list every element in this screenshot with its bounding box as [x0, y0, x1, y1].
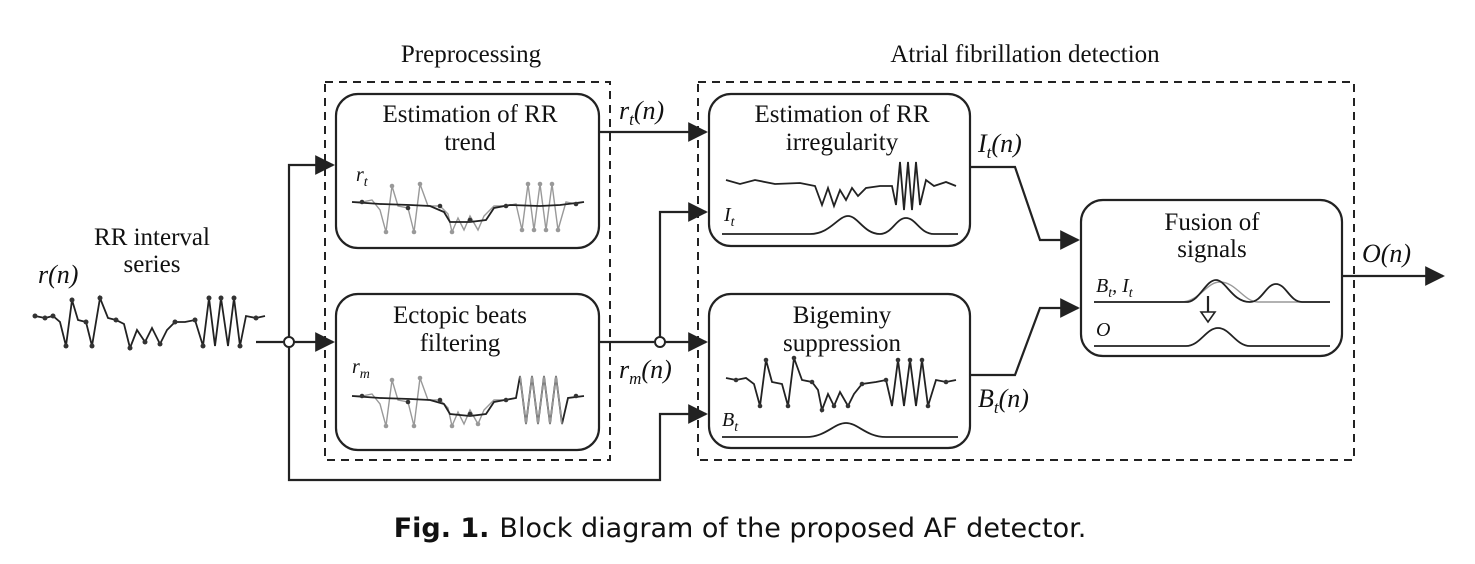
- block-irregularity-title-line2: irregularity: [786, 129, 899, 156]
- signal-rm-label: rm(n): [619, 355, 672, 388]
- block-bigeminy: Bigeminy suppression Bt: [707, 292, 972, 450]
- signal-output-label: O(n): [1362, 239, 1411, 268]
- figure-caption: Fig. 1. Block diagram of the proposed AF …: [394, 513, 1087, 544]
- bigeminy-plot-label: Bt: [722, 409, 739, 435]
- rm-wires: [599, 202, 708, 352]
- block-fusion: Fusion of signals Bt, It O: [1079, 198, 1344, 358]
- preprocessing-frame: [324, 81, 611, 461]
- signal-it-label: It(n): [977, 129, 1022, 162]
- input-label-line2: series: [124, 251, 181, 278]
- af-detection-frame: [697, 81, 1355, 461]
- block-bigeminy-title-line1: Bigeminy: [793, 302, 892, 329]
- caption-label: Fig. 1.: [394, 513, 490, 544]
- caption-text: Block diagram of the proposed AF detecto…: [499, 513, 1086, 544]
- signal-bt-label: Bt(n): [978, 384, 1029, 417]
- fusion-plot-label-o: O: [1096, 319, 1110, 341]
- signal-rt-label: rt(n): [619, 96, 664, 129]
- input-symbol: r(n): [38, 260, 78, 289]
- bt-wire: [970, 298, 1080, 377]
- rr-trend-plot-label: rt: [356, 164, 369, 190]
- fusion-plot-label-bt-it: Bt, It: [1096, 275, 1134, 301]
- down-arrow-icon: [1199, 311, 1217, 324]
- input-split-node: [283, 336, 295, 348]
- group-title-preprocessing: Preprocessing: [401, 41, 542, 68]
- irregularity-plot-label: It: [723, 204, 736, 230]
- block-rr-irregularity: Estimation of RR irregularity It: [707, 92, 972, 248]
- input-wires: [256, 155, 708, 482]
- rm-split-node: [654, 336, 666, 348]
- block-ectopic-title-line2: filtering: [420, 330, 501, 357]
- block-fusion-title-line1: Fusion of: [1164, 209, 1260, 236]
- input-label-line1: RR interval: [94, 224, 210, 251]
- group-title-af-detection: Atrial fibrillation detection: [890, 41, 1160, 68]
- block-rr-trend-title-line1: Estimation of RR: [383, 101, 558, 128]
- block-fusion-title-line2: signals: [1177, 236, 1246, 263]
- block-rr-trend-title-line2: trend: [444, 129, 496, 156]
- it-wire: [970, 165, 1080, 250]
- block-irregularity-title-line1: Estimation of RR: [755, 101, 930, 128]
- input-rr-series-plot: [32, 294, 266, 351]
- block-ectopic-filtering: Ectopic beats filtering rm: [334, 292, 601, 452]
- block-bigeminy-title-line2: suppression: [783, 330, 902, 357]
- ectopic-plot-label: rm: [352, 356, 370, 382]
- block-rr-trend: Estimation of RR trend rt: [334, 92, 601, 250]
- block-ectopic-title-line1: Ectopic beats: [393, 302, 527, 329]
